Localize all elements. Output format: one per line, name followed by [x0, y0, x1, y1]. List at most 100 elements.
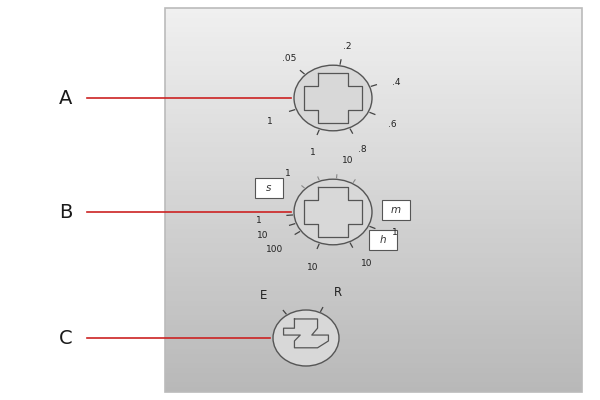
- Bar: [165, 234, 582, 238]
- Bar: [165, 80, 582, 85]
- Bar: [165, 306, 582, 310]
- Bar: [165, 339, 582, 344]
- Bar: [165, 157, 582, 162]
- Bar: [165, 37, 582, 42]
- Bar: [165, 147, 582, 152]
- Bar: [165, 253, 582, 258]
- Bar: [165, 277, 582, 282]
- Text: 1: 1: [310, 148, 316, 158]
- Text: .2: .2: [343, 42, 352, 51]
- Bar: [165, 18, 582, 22]
- Bar: [165, 210, 582, 214]
- Bar: [165, 262, 582, 267]
- Text: 10: 10: [257, 231, 269, 240]
- Text: 10: 10: [307, 263, 318, 272]
- Bar: [165, 152, 582, 157]
- Bar: [165, 123, 582, 128]
- Bar: [165, 32, 582, 37]
- Bar: [165, 166, 582, 171]
- Bar: [165, 334, 582, 339]
- Bar: [165, 320, 582, 325]
- Bar: [165, 229, 582, 234]
- Bar: [165, 296, 582, 301]
- Bar: [165, 258, 582, 262]
- Bar: [165, 8, 582, 13]
- Bar: [165, 214, 582, 219]
- Bar: [165, 51, 582, 56]
- Bar: [165, 330, 582, 334]
- Ellipse shape: [273, 310, 339, 366]
- Bar: [165, 142, 582, 147]
- Bar: [165, 186, 582, 190]
- Text: 1: 1: [392, 228, 398, 236]
- Bar: [165, 176, 582, 181]
- Text: m: m: [391, 205, 401, 215]
- Bar: [165, 118, 582, 123]
- Text: C: C: [59, 328, 73, 348]
- Bar: [165, 325, 582, 330]
- Bar: [165, 382, 582, 387]
- Text: 100: 100: [266, 245, 283, 254]
- Text: 10: 10: [361, 259, 372, 268]
- Bar: [165, 162, 582, 166]
- Text: 1: 1: [285, 168, 291, 178]
- Bar: [165, 272, 582, 277]
- Text: E: E: [260, 290, 268, 302]
- Bar: [165, 99, 582, 104]
- Bar: [165, 205, 582, 210]
- Bar: [165, 85, 582, 90]
- Bar: [165, 171, 582, 176]
- FancyBboxPatch shape: [255, 178, 283, 198]
- Bar: [165, 301, 582, 306]
- Bar: [165, 133, 582, 138]
- Bar: [165, 46, 582, 51]
- Text: h: h: [379, 235, 386, 245]
- Bar: [165, 224, 582, 229]
- Bar: [165, 128, 582, 133]
- Bar: [165, 315, 582, 320]
- Bar: [165, 22, 582, 27]
- Text: s: s: [266, 183, 271, 193]
- Bar: [165, 349, 582, 354]
- Bar: [165, 200, 582, 205]
- Ellipse shape: [294, 65, 372, 131]
- Bar: [165, 114, 582, 118]
- Text: .4: .4: [392, 78, 400, 86]
- Bar: [165, 94, 582, 99]
- FancyBboxPatch shape: [369, 230, 397, 250]
- Bar: [165, 373, 582, 378]
- Bar: [165, 190, 582, 195]
- Text: B: B: [59, 202, 73, 222]
- Text: 1: 1: [267, 118, 273, 126]
- Bar: [165, 354, 582, 358]
- Bar: [165, 70, 582, 75]
- Text: .05: .05: [282, 54, 296, 63]
- Bar: [165, 238, 582, 243]
- Text: 1: 1: [256, 216, 262, 225]
- Bar: [165, 104, 582, 109]
- Bar: [165, 368, 582, 373]
- Bar: [165, 138, 582, 142]
- Ellipse shape: [294, 179, 372, 245]
- Bar: [165, 387, 582, 392]
- Bar: [165, 363, 582, 368]
- Bar: [165, 310, 582, 315]
- Bar: [165, 61, 582, 66]
- Bar: [165, 286, 582, 291]
- Bar: [165, 56, 582, 61]
- Text: .8: .8: [358, 144, 367, 154]
- Bar: [165, 42, 582, 46]
- Bar: [165, 27, 582, 32]
- Bar: [165, 75, 582, 80]
- Bar: [165, 109, 582, 114]
- Bar: [165, 13, 582, 18]
- Bar: [165, 8, 582, 392]
- Text: A: A: [59, 88, 73, 108]
- Bar: [165, 378, 582, 382]
- Bar: [165, 219, 582, 224]
- Bar: [165, 267, 582, 272]
- FancyBboxPatch shape: [382, 200, 410, 220]
- Bar: [165, 282, 582, 286]
- Bar: [165, 66, 582, 70]
- Bar: [165, 358, 582, 363]
